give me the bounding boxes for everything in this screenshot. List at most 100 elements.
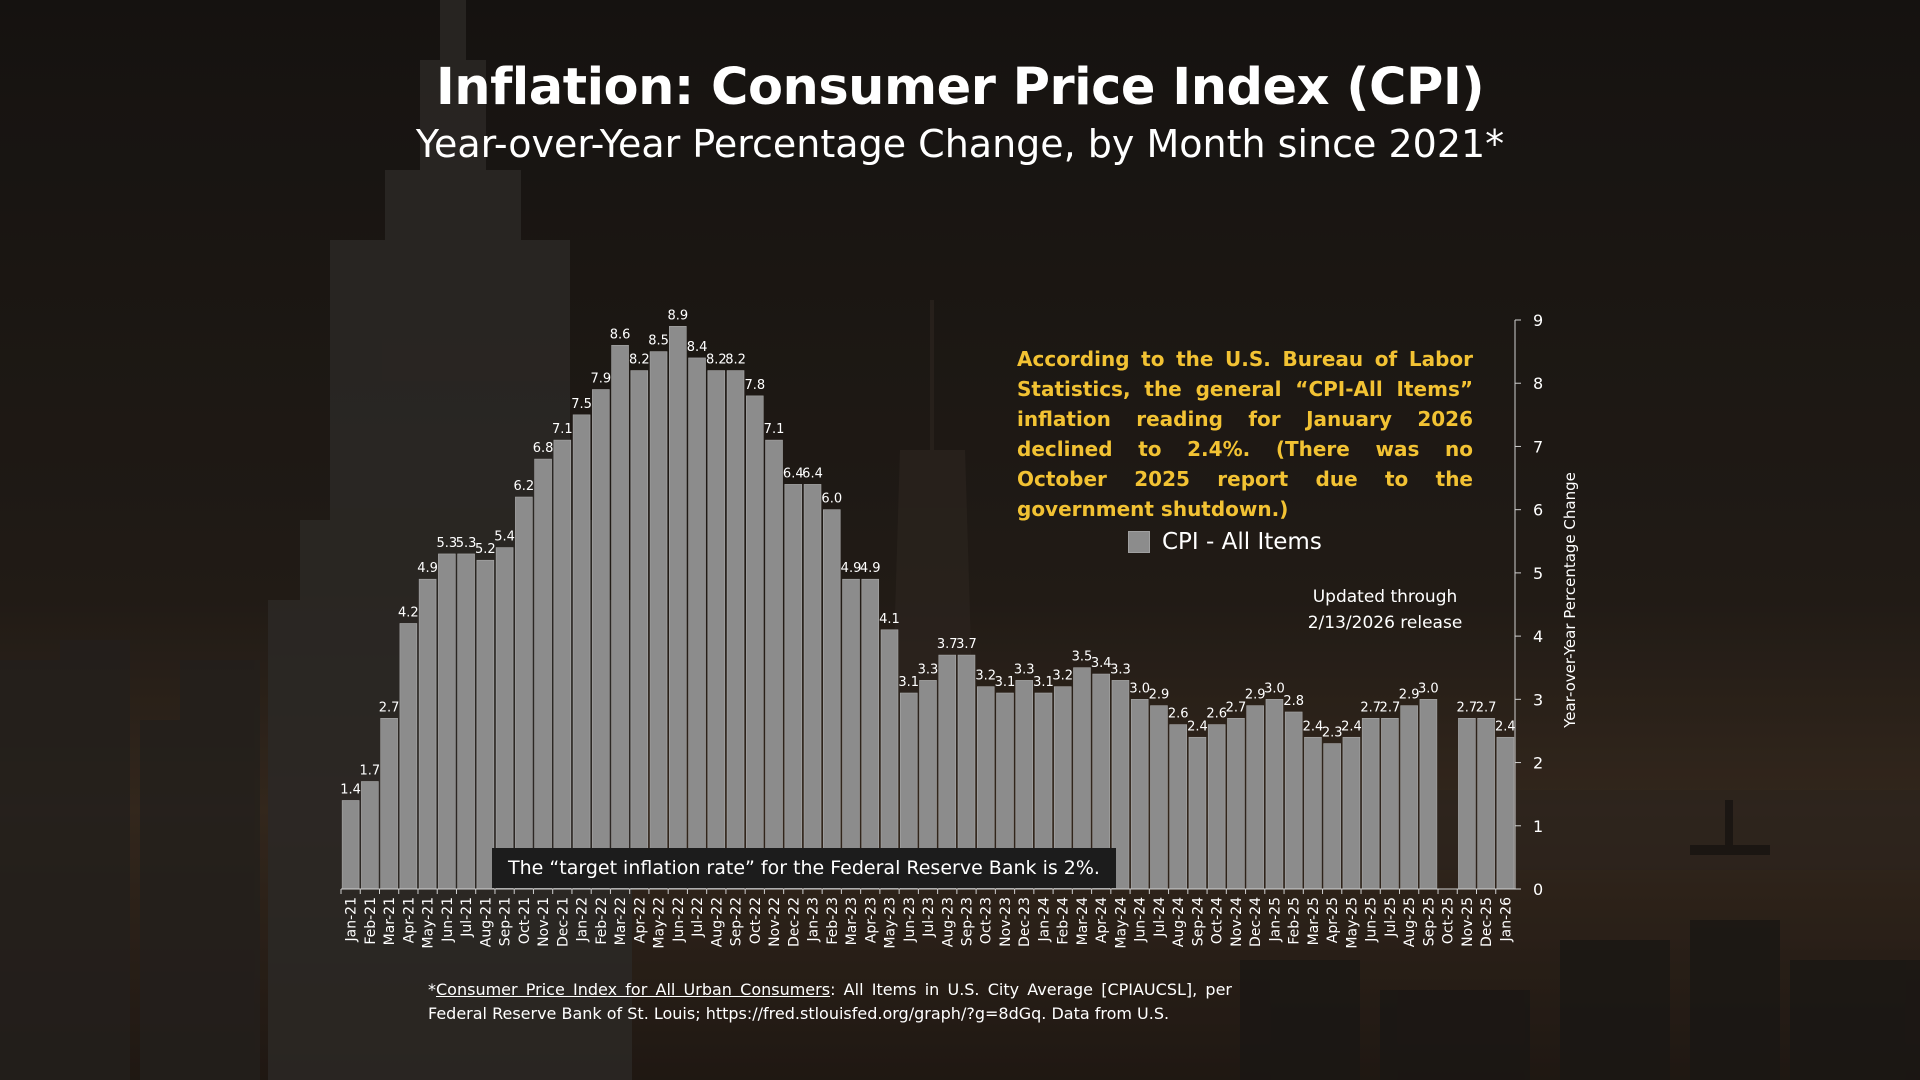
- bar-value-labels: 1.41.72.74.24.95.35.35.25.46.26.87.17.57…: [340, 308, 1515, 797]
- value-label-Dec-24: 2.9: [1245, 688, 1266, 703]
- bar-Dec-24: [1246, 705, 1264, 890]
- x-tick-label-Nov-22: Nov-22: [767, 897, 783, 947]
- value-label-Aug-24: 2.6: [1168, 707, 1189, 722]
- bar-Apr-22: [630, 370, 649, 890]
- x-tick-label-Sep-23: Sep-23: [959, 897, 975, 946]
- value-label-May-25: 2.4: [1341, 719, 1362, 734]
- value-label-Mar-24: 3.5: [1072, 650, 1093, 665]
- bar-Jan-23: [803, 484, 822, 890]
- y-tick-label-0: 0: [1533, 880, 1543, 899]
- updated-line-1: Updated through: [1312, 587, 1458, 607]
- x-tick-label-Jun-22: Jun-22: [671, 897, 687, 943]
- x-tick-label-Aug-25: Aug-25: [1402, 897, 1418, 947]
- x-tick-label-Nov-25: Nov-25: [1460, 897, 1476, 947]
- value-label-Apr-25: 2.3: [1322, 726, 1343, 741]
- value-label-Jun-25: 2.7: [1360, 700, 1381, 715]
- value-label-May-24: 3.3: [1110, 662, 1131, 677]
- x-tick-label-Apr-25: Apr-25: [1325, 897, 1341, 943]
- bar-Mar-23: [842, 578, 860, 890]
- x-tick-label-Dec-25: Dec-25: [1479, 897, 1495, 947]
- value-label-Sep-22: 8.2: [725, 353, 746, 368]
- x-tick-label-Oct-21: Oct-21: [517, 897, 533, 944]
- bar-Mar-22: [611, 344, 629, 890]
- value-label-Mar-25: 2.4: [1303, 719, 1324, 734]
- chart-title: Inflation: Consumer Price Index (CPI): [435, 58, 1485, 117]
- left-buildings: [0, 640, 260, 1080]
- x-tick-label-Oct-24: Oct-24: [1210, 897, 1226, 944]
- value-label-May-21: 4.9: [417, 561, 438, 576]
- bar-Sep-25: [1419, 699, 1438, 890]
- value-label-Jul-22: 8.4: [687, 340, 708, 355]
- bar-Apr-23: [861, 578, 880, 890]
- bar-Sep-22: [726, 370, 745, 890]
- y-tick-label-4: 4: [1533, 627, 1543, 646]
- value-label-Oct-23: 3.2: [975, 669, 996, 684]
- bar-Nov-24: [1227, 717, 1245, 890]
- value-label-Nov-21: 6.8: [533, 441, 554, 456]
- x-tick-label-Feb-25: Feb-25: [1287, 897, 1303, 945]
- x-tick-label-Jan-24: Jan-24: [1036, 897, 1052, 943]
- value-label-Nov-23: 3.1: [995, 675, 1016, 690]
- x-tick-label-Mar-24: Mar-24: [1075, 897, 1091, 945]
- footnote-text: : All Items in U.S. City Average [CPIAUC…: [428, 980, 1232, 1023]
- value-label-Dec-23: 3.3: [1014, 662, 1035, 677]
- bar-Oct-24: [1207, 724, 1226, 890]
- y-tick-label-3: 3: [1533, 690, 1543, 709]
- bar-Aug-24: [1169, 724, 1187, 890]
- bar-Sep-21: [495, 547, 514, 890]
- bar-May-22: [649, 351, 668, 890]
- x-tick-label-May-22: May-22: [652, 897, 668, 949]
- bar-Feb-21: [361, 781, 379, 890]
- bars-layer: [341, 326, 1515, 890]
- value-label-Mar-23: 4.9: [841, 561, 862, 576]
- bar-Nov-21: [534, 458, 552, 890]
- x-tick-label-Feb-23: Feb-23: [825, 897, 841, 945]
- value-label-Jun-22: 8.9: [667, 308, 688, 323]
- x-tick-label-Jul-25: Jul-25: [1383, 897, 1399, 938]
- bar-Aug-25: [1400, 705, 1418, 890]
- y-tick-label-6: 6: [1533, 501, 1543, 520]
- value-label-Nov-22: 7.1: [764, 422, 785, 437]
- value-label-Mar-21: 2.7: [379, 700, 400, 715]
- value-label-Dec-21: 7.1: [552, 422, 573, 437]
- x-tick-label-Nov-24: Nov-24: [1229, 897, 1245, 947]
- footnote-source-link[interactable]: Consumer Price Index for All Urban Consu…: [436, 980, 831, 999]
- value-label-Aug-21: 5.2: [475, 542, 496, 557]
- bar-Oct-21: [515, 496, 533, 890]
- value-label-Apr-23: 4.9: [860, 561, 881, 576]
- bar-May-21: [418, 578, 437, 890]
- value-label-Mar-22: 8.6: [610, 327, 631, 342]
- value-label-Apr-22: 8.2: [629, 353, 650, 368]
- y-tick-label-2: 2: [1533, 754, 1543, 773]
- bar-Nov-25: [1458, 717, 1476, 890]
- value-label-Aug-22: 8.2: [706, 353, 727, 368]
- bar-Jan-22: [572, 414, 591, 890]
- x-tick-label-Aug-23: Aug-23: [940, 897, 956, 947]
- x-tick-label-Jan-26: Jan-26: [1498, 897, 1514, 943]
- x-tick-label-Dec-24: Dec-24: [1248, 897, 1264, 947]
- bar-Nov-22: [765, 439, 783, 890]
- x-tick-label-Feb-24: Feb-24: [1056, 897, 1072, 945]
- x-tick-label-Jul-22: Jul-22: [690, 897, 706, 938]
- value-label-Jan-23: 6.4: [802, 466, 823, 481]
- x-tick-label-Apr-21: Apr-21: [401, 897, 417, 943]
- bar-Jun-24: [1130, 699, 1149, 890]
- x-tick-label-Oct-23: Oct-23: [979, 897, 995, 944]
- x-tick-label-Dec-23: Dec-23: [1017, 897, 1033, 947]
- value-label-Jun-23: 3.1: [898, 675, 919, 690]
- value-label-Oct-24: 2.6: [1206, 707, 1227, 722]
- value-label-Feb-25: 2.8: [1283, 694, 1304, 709]
- x-tick-label-Nov-23: Nov-23: [998, 897, 1014, 947]
- x-tick-label-Jan-25: Jan-25: [1267, 897, 1283, 942]
- bar-Apr-21: [399, 623, 418, 890]
- value-label-Sep-25: 3.0: [1418, 681, 1439, 696]
- value-label-Sep-23: 3.7: [956, 637, 977, 652]
- bar-Jan-21: [341, 800, 360, 890]
- chart-subtitle: Year-over-Year Percentage Change, by Mon…: [415, 122, 1505, 166]
- bar-Oct-22: [746, 395, 764, 890]
- value-label-Nov-24: 2.7: [1226, 700, 1247, 715]
- bar-Aug-21: [476, 559, 495, 890]
- bar-Jan-26: [1496, 736, 1515, 890]
- bar-Jul-22: [688, 357, 706, 890]
- y-tick-label-7: 7: [1533, 437, 1543, 456]
